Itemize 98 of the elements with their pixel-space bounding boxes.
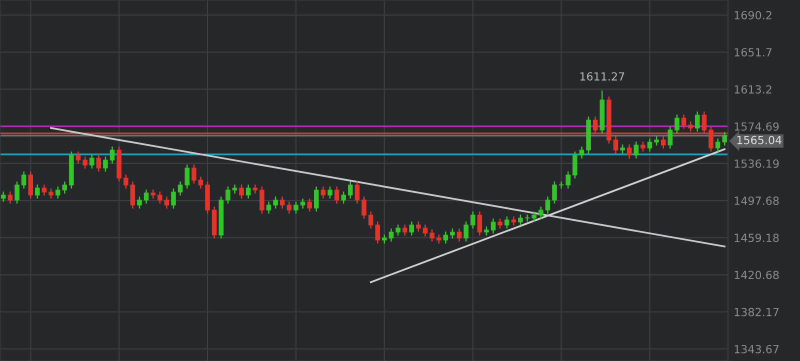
candlestick	[103, 156, 108, 172]
candlestick	[1, 192, 6, 202]
candlestick	[42, 184, 47, 196]
candlestick	[294, 202, 298, 214]
y-tick-label: 1613.2	[734, 85, 772, 94]
ref-line-label: 1565.04	[737, 136, 782, 144]
candlestick	[396, 224, 400, 236]
candlestick	[266, 202, 272, 214]
candlestick	[334, 186, 340, 204]
candlestick	[402, 224, 408, 236]
candlestick	[566, 171, 571, 189]
candlestick	[96, 154, 102, 172]
candlestick	[348, 182, 353, 199]
candlestick	[260, 186, 264, 214]
candlestick	[572, 152, 578, 179]
candlestick	[198, 176, 204, 189]
candlestick	[21, 171, 26, 189]
y-tick-label: 1574.69	[734, 122, 779, 131]
candlestick	[375, 222, 380, 244]
candlestick	[280, 196, 285, 209]
y-tick-label: 1690.2	[734, 11, 772, 20]
candlestick	[286, 202, 292, 214]
candlestick	[668, 126, 673, 149]
candlestick	[694, 112, 700, 132]
candlestick	[545, 196, 550, 214]
candlestick	[89, 154, 94, 169]
candlestick	[178, 182, 183, 196]
y-tick-label: 1459.18	[734, 234, 779, 242]
candlestick	[368, 212, 374, 229]
candlestick	[8, 192, 13, 204]
candlestick	[388, 228, 394, 242]
candlestick	[226, 186, 230, 204]
candlestick	[184, 164, 190, 189]
candlestick	[307, 198, 312, 212]
candlestick	[314, 186, 319, 212]
candlestick	[722, 132, 727, 146]
candlestick	[558, 182, 564, 189]
candlestick	[157, 192, 162, 204]
candlestick	[252, 184, 258, 194]
candlestick	[239, 184, 244, 199]
candlestick	[634, 142, 639, 159]
candlestick	[592, 116, 598, 134]
candlestick	[144, 190, 149, 204]
candlestick	[626, 144, 632, 159]
candlestick	[430, 230, 434, 242]
candlestick	[708, 126, 714, 152]
candlestick	[518, 214, 523, 226]
y-tick-label: 1497.68	[734, 196, 779, 205]
y-tick-label: 1651.7	[734, 48, 772, 57]
annotation: 1611.27	[580, 72, 624, 81]
candlestick	[164, 196, 170, 209]
candlestick	[443, 232, 448, 244]
candlestick	[538, 206, 544, 219]
candlestick	[456, 228, 462, 242]
candlestick	[354, 182, 360, 204]
candlestick	[362, 196, 366, 219]
candlestick	[681, 114, 686, 129]
candlestick	[436, 234, 442, 244]
candlestick	[552, 182, 557, 204]
candlestick	[464, 222, 468, 242]
candlestick	[613, 136, 618, 154]
candlestick	[123, 174, 128, 189]
candlestick	[246, 184, 251, 199]
y-tick-label: 1420.68	[734, 270, 779, 280]
candlestick	[341, 192, 346, 204]
y-tick-label: 1382.17	[734, 308, 779, 316]
candlestick	[137, 196, 142, 209]
candlestick	[328, 186, 332, 199]
candlestick	[171, 188, 176, 209]
candlestick	[110, 146, 115, 164]
candlestick	[422, 224, 428, 237]
candlestick	[504, 216, 510, 229]
candlestick	[82, 156, 88, 169]
y-tick-label: 1343.67	[734, 344, 779, 354]
candlestick	[232, 184, 238, 194]
candlestick	[511, 216, 516, 226]
candlestick	[273, 196, 278, 209]
candlestick	[76, 152, 81, 164]
candlestick	[35, 184, 40, 199]
candlestick	[55, 186, 60, 199]
candlestick	[647, 138, 652, 152]
candlestick	[192, 164, 196, 184]
candlestick	[14, 182, 20, 204]
candlestick	[490, 218, 496, 234]
candlestick	[28, 171, 34, 199]
candlestick	[579, 146, 584, 159]
candlestick	[320, 186, 326, 199]
candlestick	[62, 182, 68, 194]
candlestick	[660, 136, 666, 149]
candlestick	[715, 138, 720, 152]
candlestick	[130, 182, 136, 209]
candlestick	[702, 112, 707, 134]
candlestick	[409, 222, 414, 236]
candlestick	[470, 212, 476, 229]
candlestick	[524, 214, 530, 222]
candlestick	[674, 114, 680, 134]
y-tick-label: 1536.19	[734, 159, 779, 168]
candlestick	[477, 212, 482, 236]
